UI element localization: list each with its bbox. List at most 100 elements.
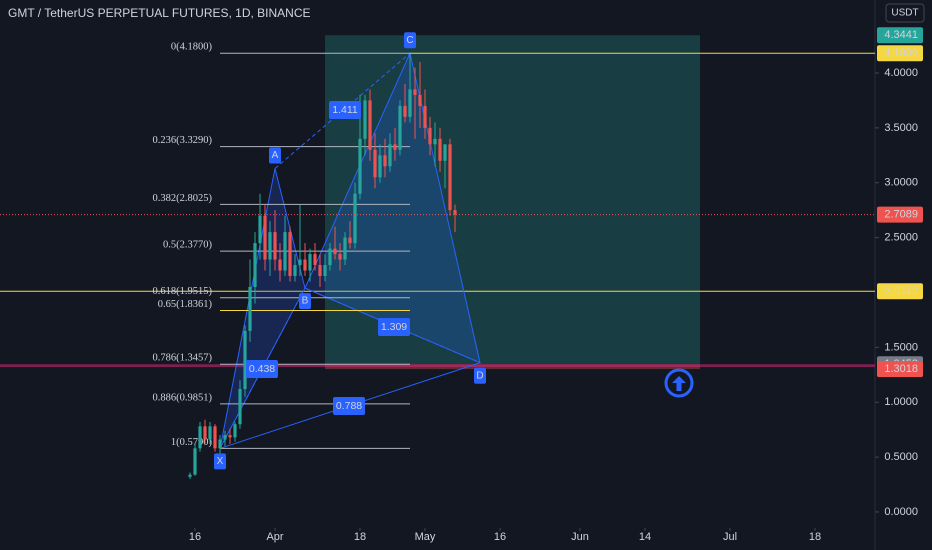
currency-box[interactable] xyxy=(885,3,925,23)
candle-body xyxy=(418,94,422,106)
x-tick-label: May xyxy=(415,531,436,543)
candle-body xyxy=(373,149,377,178)
candle-body xyxy=(343,237,347,260)
price-label: 2.0112 xyxy=(885,285,918,297)
point-label-box xyxy=(404,32,416,49)
level-band xyxy=(0,364,875,368)
candle-body xyxy=(368,100,372,150)
candle-body xyxy=(213,426,217,449)
fib-label: 0(4.1800) xyxy=(171,42,213,53)
candle-body xyxy=(438,138,442,161)
pattern-leg xyxy=(219,287,306,449)
ratio-box xyxy=(378,318,410,336)
x-tick-label: 18 xyxy=(809,531,821,543)
candle-body xyxy=(363,100,367,139)
candle-body xyxy=(278,259,282,271)
y-tick-label: 2.5000 xyxy=(884,232,918,244)
candle-body xyxy=(428,127,432,145)
long-icon xyxy=(664,368,694,398)
ratio-label: 0.438 xyxy=(249,363,275,375)
candle-body xyxy=(408,89,412,117)
candle-body xyxy=(388,144,392,167)
candle-body xyxy=(298,259,302,266)
price-label: 4.1800 xyxy=(884,47,918,59)
ratio-label: 0.788 xyxy=(336,400,362,412)
candle-body xyxy=(258,215,262,244)
candle-body xyxy=(398,105,402,150)
price-label-box xyxy=(877,45,923,62)
ratio-label: 1.309 xyxy=(381,321,407,333)
x-tick-label: 14 xyxy=(639,531,651,543)
fib-label: 0.886(0.9851) xyxy=(153,392,213,403)
candle-body xyxy=(268,232,272,260)
y-tick-label: 3.0000 xyxy=(884,177,918,189)
candle-body xyxy=(233,424,237,438)
candle-body xyxy=(308,254,312,271)
candle-body xyxy=(248,286,252,331)
x-tick-label: 18 xyxy=(354,531,366,543)
candle-body xyxy=(338,254,342,260)
candle-body xyxy=(218,439,222,449)
x-tick-label: Jun xyxy=(571,531,589,543)
ratio-label: 1.411 xyxy=(332,104,358,116)
candle-body xyxy=(403,105,407,117)
y-tick-label: 1.0000 xyxy=(884,396,918,408)
ratio-box xyxy=(329,101,361,119)
pattern-leg xyxy=(304,287,481,364)
candle-body xyxy=(393,144,397,150)
point-label-box xyxy=(269,147,281,164)
point-label-box xyxy=(474,367,486,384)
y-tick-label: 0.5000 xyxy=(884,451,918,463)
y-tick-label: 1.5000 xyxy=(884,341,918,353)
fib-label: 0.236(3.3290) xyxy=(153,135,213,146)
candle-body xyxy=(433,138,437,145)
fib-label: 1(0.5790) xyxy=(171,437,213,448)
price-label: 1.3018 xyxy=(884,363,918,375)
point-label: X xyxy=(217,456,224,467)
target-zone xyxy=(325,35,700,365)
candle-body xyxy=(318,265,322,277)
fib-label: 0.382(2.8025) xyxy=(153,193,213,204)
candle-body xyxy=(423,105,427,128)
candle-body xyxy=(193,448,197,475)
price-label: 2.7089 xyxy=(884,209,918,221)
candle-body xyxy=(188,474,192,477)
candle-body xyxy=(353,193,357,244)
fib-label: 0.618(1.9515) xyxy=(153,286,213,297)
price-label-box xyxy=(877,27,923,44)
x-tick-label: 16 xyxy=(494,531,506,543)
candle-body xyxy=(263,215,267,260)
point-label: C xyxy=(406,35,413,46)
candle-body xyxy=(453,210,457,215)
candle-body xyxy=(283,232,287,271)
point-label: B xyxy=(302,296,309,307)
long-arrow xyxy=(672,376,686,391)
x-tick-label: Apr xyxy=(266,531,283,543)
candle-body xyxy=(253,243,257,287)
candle-body xyxy=(328,248,332,266)
price-label: 4.3441 xyxy=(884,29,918,41)
candle-body xyxy=(208,426,212,440)
price-label-box xyxy=(877,206,923,223)
point-label: D xyxy=(476,370,483,381)
fib-label: 0.65(1.8361) xyxy=(158,299,213,310)
fib-label: 0.5(2.3770) xyxy=(163,240,212,251)
candle-body xyxy=(383,155,387,167)
chart-title: GMT / TetherUS PERPETUAL FUTURES, 1D, BI… xyxy=(8,6,311,20)
candle-body xyxy=(448,144,452,211)
ratio-box xyxy=(246,360,278,378)
candle-body xyxy=(203,426,207,440)
candle-body xyxy=(323,265,327,277)
candle-body xyxy=(348,237,352,244)
y-tick-label: 3.5000 xyxy=(884,122,918,134)
candle-body xyxy=(413,89,417,95)
ratio-box xyxy=(333,397,365,415)
candle-body xyxy=(293,265,297,277)
candle-body xyxy=(358,138,362,194)
candle-body xyxy=(228,435,232,438)
y-tick-label: 4.0000 xyxy=(884,67,918,79)
fib-label: 0.786(1.3457) xyxy=(153,353,213,364)
candle-body xyxy=(313,254,317,266)
candle-body xyxy=(288,232,292,277)
